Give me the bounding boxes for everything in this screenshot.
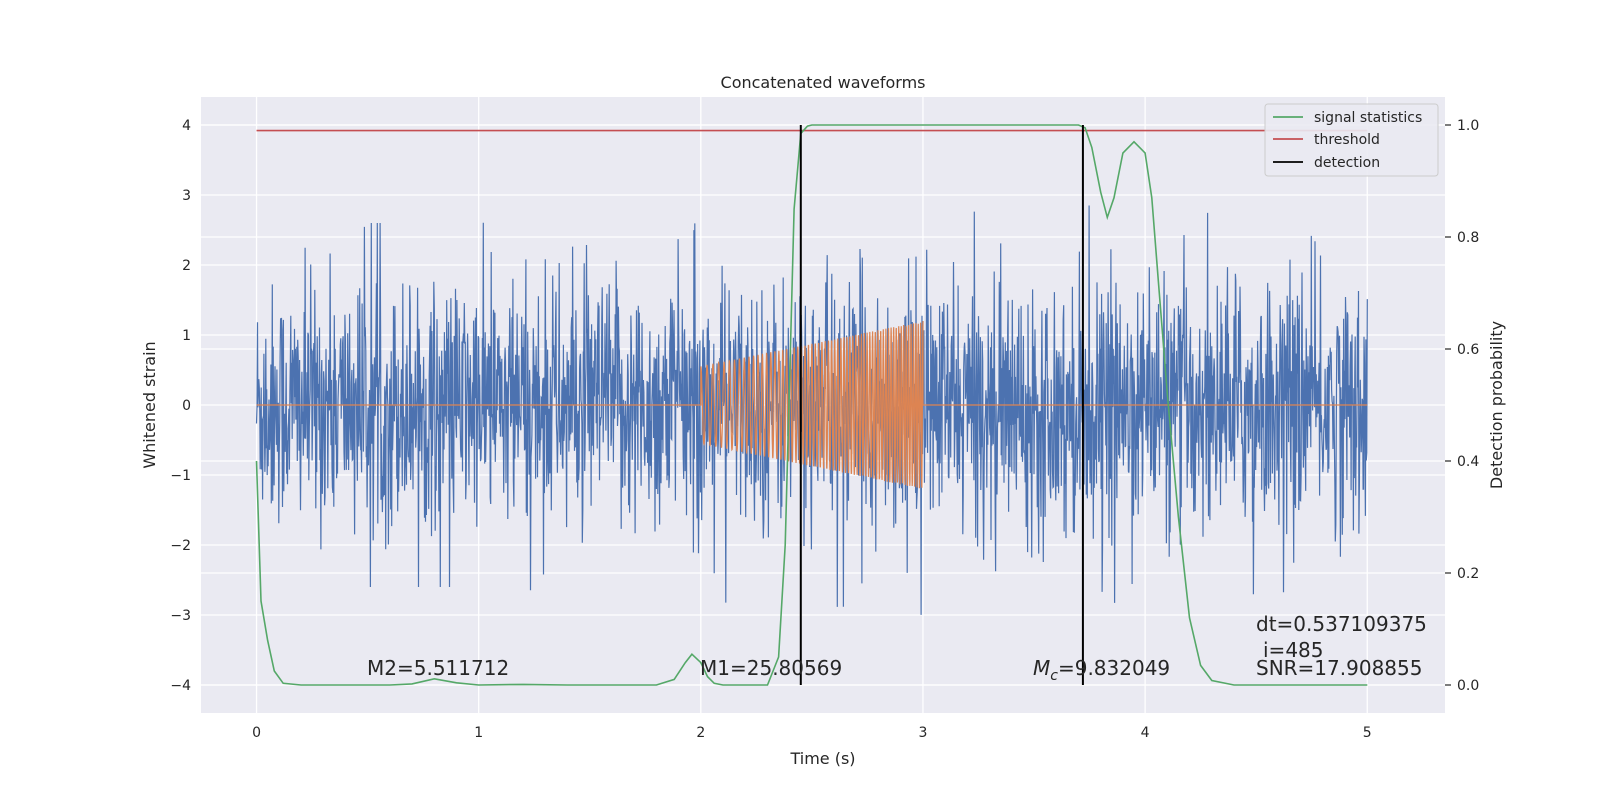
legend-box xyxy=(1264,103,1439,177)
y-axis-title: Whitened strain xyxy=(140,341,159,468)
x-tick-label: 3 xyxy=(919,725,928,741)
y2-axis-title: Detection probability xyxy=(1487,321,1506,489)
annotation-i: i=485 xyxy=(1263,638,1324,662)
y-axis: −4 −3 −2 −1 0 1 2 3 4 xyxy=(170,118,191,694)
y2-axis: 0.0 0.2 0.4 0.6 0.8 1.0 xyxy=(1445,118,1479,694)
y-tick-label: 2 xyxy=(182,258,191,274)
y-tick-label: −2 xyxy=(170,538,191,554)
y-tick-label: −1 xyxy=(170,468,191,484)
legend-label-threshold: threshold xyxy=(1314,132,1380,148)
strain-series xyxy=(255,205,1368,615)
legend: signal statistics threshold detection xyxy=(1264,103,1439,177)
annotation-m1: M1=25.80569 xyxy=(700,656,842,680)
template-waveform xyxy=(256,320,1368,489)
x-tick-label: 5 xyxy=(1363,725,1372,741)
x-tick-label: 0 xyxy=(252,725,261,741)
annotation-snr: SNR=17.908855 xyxy=(1256,656,1422,680)
y2-tick-label: 0.6 xyxy=(1457,342,1479,358)
legend-label-signal: signal statistics xyxy=(1314,110,1422,126)
y-tick-label: −4 xyxy=(170,678,191,694)
y-tick-label: 1 xyxy=(182,328,191,344)
annotation-mc: Mc=9.832049 xyxy=(1033,656,1170,684)
chart-title: Concatenated waveforms xyxy=(721,73,926,92)
y-tick-label: 3 xyxy=(182,188,191,204)
y2-tick-label: 1.0 xyxy=(1457,118,1479,134)
y2-tick-label: 0.4 xyxy=(1457,454,1479,470)
y-tick-label: 4 xyxy=(182,118,191,134)
y2-tick-label: 0.0 xyxy=(1457,678,1479,694)
legend-label-detection: detection xyxy=(1314,155,1380,171)
x-axis: 0 1 2 3 4 5 xyxy=(252,725,1372,741)
y-tick-label: −3 xyxy=(170,608,191,624)
y2-tick-label: 0.2 xyxy=(1457,566,1479,582)
x-tick-label: 1 xyxy=(474,725,483,741)
y2-tick-label: 0.8 xyxy=(1457,230,1479,246)
x-tick-label: 4 xyxy=(1141,725,1150,741)
x-tick-label: 2 xyxy=(696,725,705,741)
y-tick-label: 0 xyxy=(182,398,191,414)
annotation-m2: M2=5.511712 xyxy=(367,656,509,680)
x-axis-title: Time (s) xyxy=(789,749,855,768)
signal-statistics-line xyxy=(255,124,1368,686)
annotation-dt: dt=0.537109375 xyxy=(1256,612,1427,636)
